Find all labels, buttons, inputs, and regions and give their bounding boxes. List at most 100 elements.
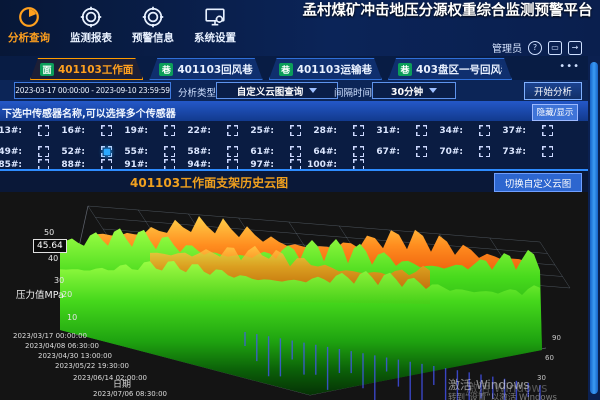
logout-icon[interactable]: → [568, 40, 582, 55]
sensor-cell: 73#: [496, 146, 559, 157]
sensor-label: 28#: [313, 125, 337, 136]
tab-label: 401103工作面 [58, 63, 134, 76]
z-tick: 40 [48, 254, 59, 263]
sensor-checkbox-55#[interactable] [164, 146, 175, 157]
sensor-checkbox-28#[interactable] [353, 125, 364, 136]
nav-item[interactable]: 监测报表 [64, 6, 118, 45]
tab-type-badge: 巷 [159, 63, 173, 76]
sensor-label: 64#: [313, 146, 337, 157]
sensor-label: 31#: [376, 125, 400, 136]
sensor-row: 49#: 52#: 55#: 58#: 61#: 64#: 67#: 70#: 73#: [0, 146, 559, 157]
y-tick: 60 [545, 354, 554, 362]
sensor-cell: 100#: [307, 159, 370, 170]
user-row: 管理员 ? ▭ → [492, 40, 582, 55]
tab-401103回风巷[interactable]: 巷 401103回风巷 [149, 58, 262, 80]
y-tick: 90 [552, 334, 561, 342]
sensor-checkbox-100#[interactable] [353, 159, 364, 170]
nav-item[interactable]: 预警信息 [126, 6, 180, 45]
sensor-checkbox-85#[interactable] [38, 159, 49, 170]
sensor-label: 58#: [187, 146, 211, 157]
sensor-checkbox-64#[interactable] [353, 146, 364, 157]
sensor-cell: 49#: [0, 146, 55, 157]
monitor-gear-icon [204, 6, 226, 28]
max-value-marker: 45.64 [33, 239, 67, 253]
sensor-cell: 67#: [370, 146, 433, 157]
scrollbar-track[interactable] [588, 56, 600, 400]
tab-type-badge: 巷 [398, 63, 412, 76]
tab-label: 401103运输巷 [296, 63, 373, 76]
nav-item-label: 监测报表 [70, 32, 112, 44]
page-title: 孟村煤矿冲击地压分源权重综合监测预警平台 [302, 3, 593, 19]
sensor-checkbox-25#[interactable] [290, 125, 301, 136]
analysis-type-select[interactable]: 自定义云图查询 [216, 82, 338, 99]
nav-item[interactable]: 分析查询 [2, 6, 56, 45]
message-icon[interactable]: ▭ [548, 40, 562, 55]
sensor-cell: 85#: [0, 159, 55, 170]
sensor-label: 85#: [0, 159, 22, 170]
x-tick: 2023/04/08 06:30:00 [25, 342, 100, 350]
sensor-checkbox-34#[interactable] [479, 125, 490, 136]
sensor-label: 13#: [0, 125, 22, 136]
sensor-checkbox-37#[interactable] [542, 125, 553, 136]
x-tick: 2023/04/30 13:00:00 [38, 352, 113, 360]
x-tick: 2023/06/14 02:00:00 [73, 374, 148, 382]
sensor-label: 19#: [124, 125, 148, 136]
sensor-hint-bar: 下选中传感器名称,可以选择多个传感器 隐藏/显示 [0, 101, 600, 121]
filter-row: 2023-03-17 00:00:00 - 2023-09-10 23:59:5… [0, 80, 600, 101]
sensor-checkbox-97#[interactable] [290, 159, 301, 170]
tabs-row: 面 401103工作面巷 401103回风巷巷 401103运输巷巷 403盘区一号回风… [0, 56, 600, 80]
sensor-checkbox-16#[interactable] [101, 125, 112, 136]
main-nav: 分析查询 监测报表 预警信息 系统设置 [2, 6, 242, 45]
sensor-checkbox-grid: 13#: 16#: 19#: 22#: 25#: 28#: 31#: 34#: 37#: 49#:… [0, 121, 600, 170]
sensor-checkbox-73#[interactable] [542, 146, 553, 157]
sensor-checkbox-61#[interactable] [290, 146, 301, 157]
nav-item[interactable]: 系统设置 [188, 6, 242, 45]
sensor-label: 73#: [502, 146, 526, 157]
z-tick: 20 [62, 290, 73, 299]
help-icon[interactable]: ? [528, 40, 542, 55]
sensor-checkbox-49#[interactable] [38, 146, 49, 157]
sensor-checkbox-13#[interactable] [38, 125, 49, 136]
z-tick: 30 [54, 276, 65, 285]
surface-chart[interactable]: 45.64 压力值MPa 日期 50 40 30 20 10 2023/03/17 00:… [0, 192, 588, 400]
hide-show-button[interactable]: 隐藏/显示 [532, 103, 578, 121]
sensor-checkbox-94#[interactable] [227, 159, 238, 170]
sensor-checkbox-91#[interactable] [164, 159, 175, 170]
interval-select[interactable]: 30分钟 [372, 82, 456, 99]
tabs-overflow[interactable]: ••• [559, 61, 580, 72]
date-range-input[interactable]: 2023-03-17 00:00:00 - 2023-09-10 23:59:5… [14, 82, 171, 99]
y-tick: 30 [537, 374, 546, 382]
z-tick: 50 [44, 228, 55, 237]
tab-type-badge: 面 [40, 63, 54, 76]
sensor-checkbox-31#[interactable] [416, 125, 427, 136]
sensor-checkbox-58#[interactable] [227, 146, 238, 157]
sensor-label: 91#: [124, 159, 148, 170]
sensor-row: 13#: 16#: 19#: 22#: 25#: 28#: 31#: 34#: 37#: [0, 125, 559, 136]
tab-label: 403盘区一号回风巷 [416, 63, 503, 76]
sensor-checkbox-22#[interactable] [227, 125, 238, 136]
sensor-cell: 55#: [118, 146, 181, 157]
x-tick: 2023/07/06 08:30:00 [93, 390, 168, 398]
sensor-cell: 22#: [181, 125, 244, 136]
sensor-label: 55#: [124, 146, 148, 157]
switch-cloudmap-button[interactable]: 切换自定义云图 [494, 173, 582, 192]
sensor-checkbox-67#[interactable] [416, 146, 427, 157]
tab-401103运输巷[interactable]: 巷 401103运输巷 [269, 58, 382, 80]
sensor-label: 22#: [187, 125, 211, 136]
target-icon [80, 6, 102, 28]
user-name: 管理员 [492, 44, 522, 55]
sensor-cell: 19#: [118, 125, 181, 136]
sensor-checkbox-19#[interactable] [164, 125, 175, 136]
tab-401103工作面[interactable]: 面 401103工作面 [30, 58, 143, 80]
sensor-checkbox-52#[interactable] [101, 146, 112, 157]
nav-item-label: 分析查询 [8, 32, 50, 44]
start-analysis-button[interactable]: 开始分析 [524, 82, 582, 100]
nav-item-label: 预警信息 [132, 32, 174, 44]
tab-403盘区一号回风巷[interactable]: 巷 403盘区一号回风巷 [388, 58, 512, 80]
sensor-checkbox-88#[interactable] [101, 159, 112, 170]
sensor-label: 37#: [502, 125, 526, 136]
sensor-label: 67#: [376, 146, 400, 157]
sensor-checkbox-70#[interactable] [479, 146, 490, 157]
scrollbar-thumb[interactable] [590, 62, 598, 394]
